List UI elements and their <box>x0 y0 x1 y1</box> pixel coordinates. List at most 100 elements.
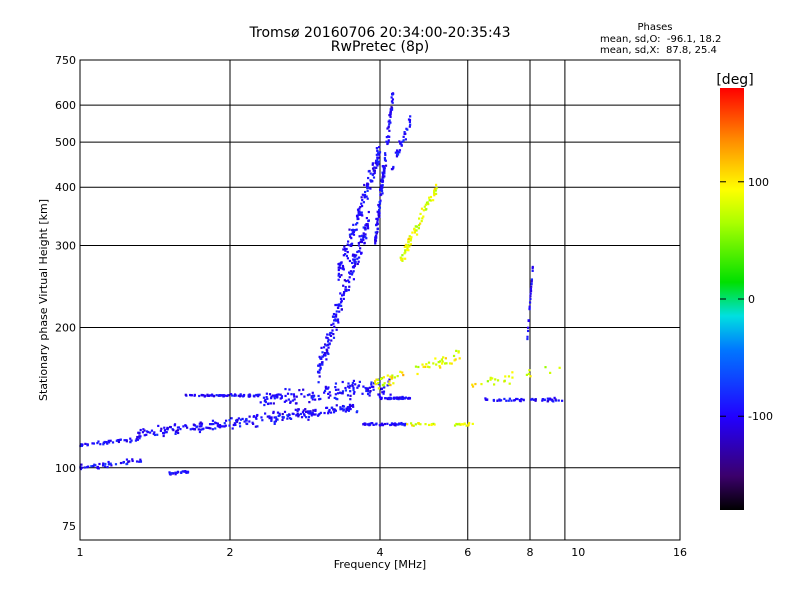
echo-point-266 <box>208 423 212 426</box>
echo-point-972 <box>381 176 384 179</box>
echo-point-750 <box>360 235 363 238</box>
echo-point-453 <box>280 396 283 399</box>
echo-point-703 <box>327 346 330 349</box>
echo-point-588 <box>300 392 303 396</box>
echo-point-619 <box>332 322 335 325</box>
echo-point-1128 <box>400 421 403 425</box>
echo-point-678 <box>324 343 327 346</box>
echo-point-988 <box>380 189 384 193</box>
echo-point-68 <box>107 463 110 466</box>
echo-point-176 <box>307 418 310 421</box>
echo-point-1222 <box>433 187 437 190</box>
echo-point-1247 <box>433 194 436 197</box>
echo-point-338 <box>245 417 248 421</box>
echo-point-242 <box>191 427 194 430</box>
echo-point-1386 <box>515 397 518 401</box>
echo-point-1127 <box>372 423 375 426</box>
echo-point-41 <box>114 463 118 466</box>
echo-point-909 <box>371 173 374 177</box>
echo-point-545 <box>287 398 290 401</box>
echo-point-970 <box>376 230 379 233</box>
echo-point-851 <box>337 268 340 272</box>
echo-point-964 <box>374 240 377 243</box>
echo-point-1434 <box>544 366 547 369</box>
echo-point-1290 <box>455 349 458 352</box>
echo-point-304 <box>248 415 251 418</box>
echo-point-1412 <box>526 335 529 338</box>
echo-point-1039 <box>377 205 381 208</box>
echo-point-171 <box>349 407 352 411</box>
echo-point-1350 <box>516 397 519 401</box>
echo-point-433 <box>198 394 201 398</box>
echo-point-451 <box>292 393 296 396</box>
echo-point-1205 <box>433 189 436 192</box>
echo-point-967 <box>383 157 387 160</box>
echo-point-612 <box>334 318 337 321</box>
echo-point-748 <box>347 279 350 282</box>
echo-point-1003 <box>374 236 377 239</box>
echo-point-1016 <box>375 223 378 226</box>
echo-point-166 <box>273 420 276 423</box>
echo-point-1229 <box>420 207 424 210</box>
echo-point-1277 <box>382 376 385 379</box>
echo-point-740 <box>327 338 330 341</box>
echo-point-56 <box>106 466 109 469</box>
echo-point-294 <box>256 413 259 417</box>
echo-point-587 <box>389 393 392 396</box>
echo-point-237 <box>270 418 273 421</box>
echo-point-899 <box>350 242 354 245</box>
echo-point-857 <box>371 167 375 170</box>
echo-point-1099 <box>388 397 391 400</box>
echo-point-94 <box>339 406 342 409</box>
echo-point-1181 <box>419 222 422 225</box>
echo-point-510 <box>323 391 326 394</box>
echo-point-277 <box>323 411 326 415</box>
echo-point-764 <box>334 303 337 307</box>
echo-point-693 <box>335 310 338 313</box>
echo-point-1299 <box>427 361 431 364</box>
echo-point-65 <box>98 462 101 466</box>
echo-point-462 <box>382 392 385 395</box>
echo-point-325 <box>157 424 160 428</box>
echo-point-1321 <box>406 423 409 426</box>
echo-point-62 <box>104 462 107 466</box>
echo-point-574 <box>270 397 273 400</box>
echo-point-920 <box>376 219 379 222</box>
echo-point-855 <box>346 243 349 246</box>
echo-point-983 <box>376 221 379 224</box>
echo-point-1237 <box>422 209 425 212</box>
echo-point-90 <box>300 416 304 419</box>
echo-point-1105 <box>390 422 394 425</box>
echo-point-458 <box>280 395 284 398</box>
echo-point-1178 <box>398 140 401 143</box>
echo-point-1173 <box>403 131 406 134</box>
echo-point-476 <box>380 387 384 390</box>
echo-point-1230 <box>417 224 421 227</box>
echo-point-629 <box>339 301 343 304</box>
echo-point-916 <box>384 153 387 157</box>
echo-point-1219 <box>409 243 413 246</box>
echo-point-465 <box>317 394 320 398</box>
echo-point-506 <box>366 388 370 391</box>
echo-point-1313 <box>412 424 415 427</box>
echo-point-1435 <box>489 378 492 381</box>
echo-point-1338 <box>427 423 431 427</box>
echo-point-1409 <box>530 278 534 281</box>
echo-point-1138 <box>368 424 371 427</box>
echo-point-247 <box>139 428 142 432</box>
echo-point-819 <box>350 229 354 232</box>
echo-point-409 <box>237 394 240 397</box>
echo-point-1393 <box>546 397 549 400</box>
echo-point-779 <box>377 160 381 163</box>
echo-point-253 <box>177 431 180 435</box>
echo-point-1009 <box>375 217 378 221</box>
echo-point-532 <box>324 385 327 388</box>
echo-point-589 <box>349 394 352 397</box>
echo-point-664 <box>330 323 333 327</box>
echo-point-543 <box>327 396 330 399</box>
echo-point-333 <box>145 433 148 436</box>
echo-point-1134 <box>380 422 384 425</box>
plot-frame <box>79 59 681 541</box>
echo-point-158 <box>347 408 351 411</box>
echo-point-1404 <box>531 265 534 269</box>
